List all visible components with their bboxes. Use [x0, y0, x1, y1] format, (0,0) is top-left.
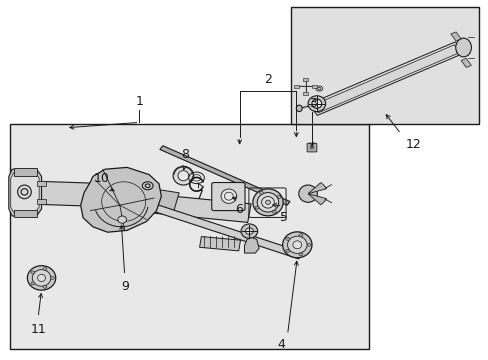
- Ellipse shape: [261, 197, 274, 208]
- Ellipse shape: [292, 241, 301, 249]
- Bar: [303, 92, 307, 95]
- Text: 8: 8: [181, 148, 188, 161]
- Bar: [460, 58, 470, 67]
- Text: 11: 11: [30, 323, 46, 336]
- Ellipse shape: [142, 182, 153, 190]
- Bar: [10, 124, 368, 349]
- Ellipse shape: [282, 232, 311, 258]
- Bar: [294, 85, 299, 88]
- Ellipse shape: [311, 99, 321, 108]
- Text: 3: 3: [308, 97, 316, 110]
- Bar: [37, 181, 46, 186]
- Polygon shape: [139, 188, 179, 214]
- Circle shape: [254, 206, 258, 209]
- Ellipse shape: [118, 216, 126, 223]
- Text: 4: 4: [277, 338, 285, 351]
- Circle shape: [298, 253, 302, 256]
- Polygon shape: [31, 181, 105, 207]
- Polygon shape: [308, 42, 463, 116]
- Ellipse shape: [257, 193, 278, 212]
- Circle shape: [285, 238, 289, 240]
- Bar: [14, 210, 37, 217]
- Bar: [450, 32, 460, 41]
- Ellipse shape: [241, 224, 257, 238]
- FancyBboxPatch shape: [306, 143, 316, 152]
- Circle shape: [285, 249, 289, 252]
- Ellipse shape: [178, 171, 188, 181]
- Ellipse shape: [221, 189, 236, 203]
- Wedge shape: [307, 194, 326, 205]
- Circle shape: [272, 210, 276, 213]
- Text: 9: 9: [121, 280, 128, 293]
- Circle shape: [31, 271, 35, 274]
- Ellipse shape: [18, 185, 31, 199]
- Ellipse shape: [287, 236, 306, 253]
- Ellipse shape: [27, 266, 56, 290]
- Text: 5: 5: [279, 211, 287, 224]
- Polygon shape: [160, 146, 289, 205]
- Bar: [303, 78, 307, 81]
- Polygon shape: [81, 167, 161, 232]
- Ellipse shape: [307, 96, 325, 112]
- Ellipse shape: [32, 270, 51, 286]
- Bar: [290, 7, 478, 124]
- Circle shape: [50, 276, 54, 279]
- Circle shape: [259, 192, 263, 194]
- Circle shape: [298, 234, 302, 237]
- Polygon shape: [138, 193, 250, 222]
- Ellipse shape: [252, 189, 283, 216]
- Ellipse shape: [455, 38, 470, 57]
- FancyBboxPatch shape: [211, 183, 244, 211]
- Ellipse shape: [265, 200, 270, 204]
- Circle shape: [277, 195, 281, 198]
- Ellipse shape: [298, 185, 317, 202]
- Circle shape: [31, 282, 35, 285]
- Circle shape: [306, 243, 310, 246]
- Text: 7: 7: [195, 189, 203, 202]
- Ellipse shape: [38, 274, 45, 282]
- Wedge shape: [307, 183, 326, 194]
- Text: 1: 1: [135, 95, 143, 108]
- Ellipse shape: [245, 228, 253, 234]
- Text: 2: 2: [264, 73, 271, 86]
- Text: 12: 12: [405, 138, 420, 150]
- Polygon shape: [147, 203, 302, 259]
- Bar: [14, 168, 37, 176]
- Polygon shape: [199, 237, 240, 251]
- Polygon shape: [9, 169, 41, 216]
- Polygon shape: [11, 173, 39, 212]
- Bar: [311, 85, 316, 88]
- Circle shape: [43, 267, 47, 270]
- Ellipse shape: [296, 105, 302, 112]
- Text: 6: 6: [234, 203, 242, 216]
- Polygon shape: [244, 238, 259, 253]
- Ellipse shape: [173, 166, 193, 185]
- Bar: [37, 199, 46, 204]
- Circle shape: [43, 285, 47, 288]
- Text: 10: 10: [94, 172, 109, 185]
